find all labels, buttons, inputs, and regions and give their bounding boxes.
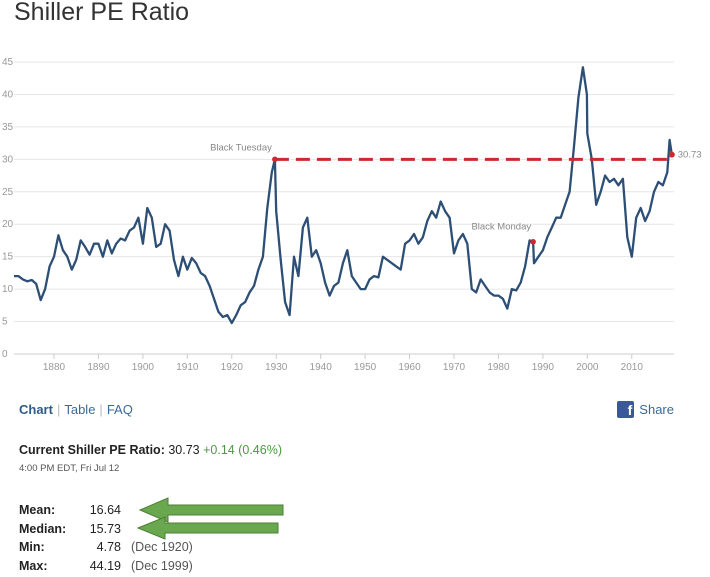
black-monday-label: Black Monday — [471, 222, 531, 233]
stat-row-max: Max: 44.19 (Dec 1999) — [19, 559, 193, 577]
x-tick-label: 1890 — [87, 362, 110, 373]
current-point — [668, 151, 675, 158]
tab-chart[interactable]: Chart — [19, 402, 53, 417]
tab-separator: | — [56, 402, 61, 417]
x-tick-label: 1980 — [487, 362, 510, 373]
black-tuesday-label: Black Tuesday — [210, 142, 272, 153]
y-tick-label: 20 — [2, 219, 14, 230]
x-tick-label: 1920 — [221, 362, 244, 373]
y-tick-label: 25 — [2, 187, 14, 198]
series-line — [14, 66, 673, 325]
y-tick-label: 30 — [2, 154, 14, 165]
facebook-icon: f — [617, 401, 635, 418]
x-tick-label: 2000 — [576, 362, 599, 373]
current-value: Current Shiller PE Ratio: 30.73 +0.14 (0… — [19, 443, 282, 457]
x-tick-label: 2010 — [621, 362, 644, 373]
x-tick-label: 1880 — [43, 362, 66, 373]
tab-faq[interactable]: FAQ — [106, 402, 133, 417]
tab-table[interactable]: Table — [64, 402, 96, 417]
stat-label: Min: — [19, 540, 45, 554]
current-label: Current Shiller PE Ratio: — [19, 443, 165, 457]
y-tick-label: 10 — [2, 284, 14, 295]
stat-row-median: Median: 15.73 — [19, 522, 193, 541]
stat-value: 44.19 — [89, 558, 121, 573]
x-tick-label: 1910 — [176, 362, 199, 373]
timestamp: 4:00 PM EDT, Fri Jul 12 — [19, 463, 120, 474]
x-tick-label: 1990 — [532, 362, 555, 373]
share-label: Share — [639, 402, 674, 417]
x-tick-label: 1950 — [354, 362, 377, 373]
page-title: Shiller PE Ratio — [14, 0, 190, 26]
stat-label: Max: — [19, 558, 48, 573]
stat-date: (Dec 1920) — [131, 540, 193, 554]
current-change: +0.14 (0.46%) — [203, 443, 282, 457]
stat-row-min: Min: 4.78 (Dec 1920) — [19, 540, 193, 559]
stat-row-mean: Mean: 16.64 — [19, 503, 193, 522]
stat-value: 4.78 — [96, 540, 121, 554]
stat-value: 15.73 — [89, 521, 121, 536]
black-tuesday-point — [272, 156, 278, 163]
current-value-label: 30.73 — [678, 150, 702, 161]
current-number: 30.73 — [168, 443, 200, 457]
stat-value: 16.64 — [89, 503, 121, 517]
y-tick-label: 45 — [2, 57, 14, 68]
y-tick-label: 15 — [2, 252, 14, 263]
y-tick-label: 0 — [2, 349, 8, 360]
stat-date: (Dec 1999) — [131, 558, 193, 573]
shiller-pe-chart: 0 5 10 15 20 25 30 35 40 45 1880 1890 1900 1910 1920 19… — [2, 57, 702, 373]
x-tick-label: 1900 — [132, 362, 155, 373]
stat-label: Median: — [19, 521, 67, 536]
y-tick-label: 40 — [2, 89, 14, 100]
view-tabs: Chart | Table | FAQ — [19, 402, 133, 417]
y-tick-label: 5 — [2, 317, 8, 328]
stat-label: Mean: — [19, 503, 56, 517]
x-tick-label: 1930 — [265, 362, 288, 373]
stats-table: Mean: 16.64 Median: 15.73 Min: 4.78 (Dec… — [19, 503, 193, 577]
tab-separator: | — [99, 402, 103, 417]
x-tick-label: 1960 — [398, 362, 421, 373]
y-tick-label: 35 — [2, 122, 14, 133]
black-monday-point — [530, 238, 536, 245]
share-button[interactable]: f Share — [617, 401, 674, 418]
x-tick-label: 1940 — [310, 362, 333, 373]
x-tick-label: 1970 — [443, 362, 466, 373]
